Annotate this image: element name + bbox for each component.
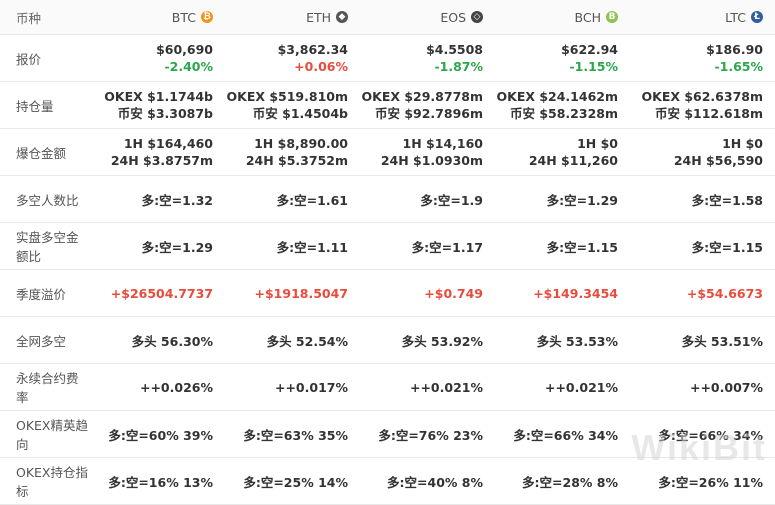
price-row: 报价 $60,690 -2.40% $3,862.34 +0.06% $4.5508… [0, 34, 775, 82]
header-row: 币种 BTC ₿ ETH ◆ EOS ◇ BCH B LTC Ł [0, 0, 775, 35]
network-ls-cell: 多头 56.30% [100, 316, 225, 364]
row-label: OKEX精英趋向 [0, 410, 100, 458]
liquidation-cell: 1H $164,460 24H $3.8757m [100, 128, 225, 176]
premium-cell: +$0.749 [360, 269, 495, 317]
row-label: 实盘多空金额比 [0, 222, 100, 270]
network-ls-cell: 多头 53.92% [360, 316, 495, 364]
okex-hold-cell: 多:空=16% 13% [100, 457, 225, 505]
holdings-cell: OKEX $29.8778m 币安 $92.7896m [360, 81, 495, 129]
row-label: 爆仓金额 [0, 128, 100, 176]
network-ls-row: 全网多空 多头 56.30% 多头 52.54% 多头 53.92% 多头 53… [0, 316, 775, 364]
ratio-cell: 多:空=1.15 [630, 222, 775, 270]
ratio-cell: 多:空=1.15 [495, 222, 630, 270]
row-label: 永续合约费率 [0, 363, 100, 411]
funding-cell: ++0.021% [495, 363, 630, 411]
premium-cell: +$26504.7737 [100, 269, 225, 317]
ls-amount-row: 实盘多空金额比 多:空=1.29 多:空=1.11 多:空=1.17 多:空=1… [0, 222, 775, 270]
ratio-cell: 多:空=1.17 [360, 222, 495, 270]
ratio-cell: 多:空=1.9 [360, 175, 495, 223]
ratio-cell: 多:空=1.32 [100, 175, 225, 223]
coin-btc[interactable]: BTC ₿ [100, 0, 225, 35]
funding-cell: ++0.026% [100, 363, 225, 411]
network-ls-cell: 多头 53.51% [630, 316, 775, 364]
price-cell: $4.5508 -1.87% [360, 34, 495, 82]
premium-cell: +$149.3454 [495, 269, 630, 317]
liquidation-cell: 1H $14,160 24H $1.0930m [360, 128, 495, 176]
row-label: 持仓量 [0, 81, 100, 129]
premium-cell: +$1918.5047 [225, 269, 360, 317]
holdings-cell: OKEX $1.1744b 币安 $3.3087b [100, 81, 225, 129]
row-label: 季度溢价 [0, 269, 100, 317]
eos-icon: ◇ [471, 11, 483, 23]
premium-cell: +$54.6673 [630, 269, 775, 317]
okex-hold-cell: 多:空=40% 8% [360, 457, 495, 505]
coin-eos[interactable]: EOS ◇ [360, 0, 495, 35]
liquidation-row: 爆仓金额 1H $164,460 24H $3.8757m 1H $8,890.0… [0, 128, 775, 176]
funding-cell: ++0.017% [225, 363, 360, 411]
header-label: 币种 [0, 0, 100, 35]
row-label: OKEX持仓指标 [0, 457, 100, 505]
ratio-cell: 多:空=1.61 [225, 175, 360, 223]
elite-cell: 多:空=76% 23% [360, 410, 495, 458]
holdings-cell: OKEX $519.810m 币安 $1.4504b [225, 81, 360, 129]
holdings-cell: OKEX $24.1462m 币安 $58.2328m [495, 81, 630, 129]
elite-row: OKEX精英趋向 多:空=60% 39% 多:空=63% 35% 多:空=76%… [0, 410, 775, 458]
elite-cell: 多:空=60% 39% [100, 410, 225, 458]
ratio-cell: 多:空=1.29 [495, 175, 630, 223]
okex-hold-cell: 多:空=28% 8% [495, 457, 630, 505]
premium-row: 季度溢价 +$26504.7737 +$1918.5047 +$0.749 +$… [0, 269, 775, 317]
ratio-cell: 多:空=1.58 [630, 175, 775, 223]
coin-eth[interactable]: ETH ◆ [225, 0, 360, 35]
price-cell: $622.94 -1.15% [495, 34, 630, 82]
holdings-cell: OKEX $62.6378m 币安 $112.618m [630, 81, 775, 129]
network-ls-cell: 多头 52.54% [225, 316, 360, 364]
coin-ltc[interactable]: LTC Ł [630, 0, 775, 35]
row-label: 多空人数比 [0, 175, 100, 223]
funding-cell: ++0.007% [630, 363, 775, 411]
coin-bch[interactable]: BCH B [495, 0, 630, 35]
elite-cell: 多:空=66% 34% [630, 410, 775, 458]
elite-cell: 多:空=63% 35% [225, 410, 360, 458]
bch-icon: B [606, 11, 618, 23]
price-cell: $186.90 -1.65% [630, 34, 775, 82]
elite-cell: 多:空=66% 34% [495, 410, 630, 458]
funding-cell: ++0.021% [360, 363, 495, 411]
eth-icon: ◆ [336, 11, 348, 23]
price-cell: $3,862.34 +0.06% [225, 34, 360, 82]
okex-hold-cell: 多:空=25% 14% [225, 457, 360, 505]
network-ls-cell: 多头 53.53% [495, 316, 630, 364]
row-label: 全网多空 [0, 316, 100, 364]
liquidation-cell: 1H $8,890.00 24H $5.3752m [225, 128, 360, 176]
ratio-cell: 多:空=1.11 [225, 222, 360, 270]
liquidation-cell: 1H $0 24H $56,590 [630, 128, 775, 176]
row-label: 报价 [0, 34, 100, 82]
ltc-icon: Ł [751, 11, 763, 23]
funding-row: 永续合约费率 ++0.026% ++0.017% ++0.021% ++0.02… [0, 363, 775, 411]
okex-hold-cell: 多:空=26% 11% [630, 457, 775, 505]
ratio-cell: 多:空=1.29 [100, 222, 225, 270]
btc-icon: ₿ [201, 11, 213, 23]
liquidation-cell: 1H $0 24H $11,260 [495, 128, 630, 176]
ls-people-row: 多空人数比 多:空=1.32 多:空=1.61 多:空=1.9 多:空=1.29… [0, 175, 775, 223]
price-cell: $60,690 -2.40% [100, 34, 225, 82]
okex-hold-row: OKEX持仓指标 多:空=16% 13% 多:空=25% 14% 多:空=40%… [0, 457, 775, 505]
holdings-row: 持仓量 OKEX $1.1744b 币安 $3.3087b OKEX $519.8… [0, 81, 775, 129]
